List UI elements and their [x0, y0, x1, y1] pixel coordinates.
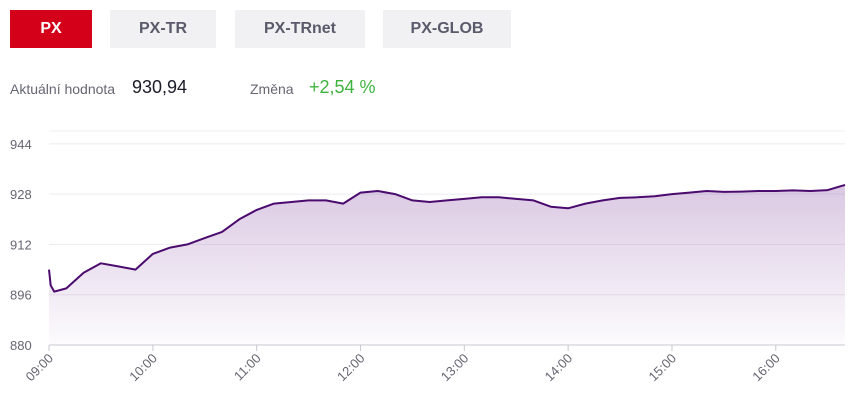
x-tick-label: 11:00: [231, 351, 264, 384]
change-value: +2,54 %: [309, 77, 376, 97]
index-stats: Aktuální hodnota 930,94 Změna +2,54 %: [0, 76, 855, 100]
x-tick-label: 15:00: [645, 351, 679, 385]
tab-px-tr[interactable]: PX-TR: [110, 10, 216, 48]
current-value-label: Aktuální hodnota: [10, 81, 116, 97]
x-tick-label: 13:00: [438, 351, 472, 385]
x-tick-label: 09:00: [23, 351, 57, 385]
tab-px-trnet[interactable]: PX-TRnet: [235, 10, 365, 48]
y-tick-label: 928: [10, 187, 32, 202]
x-tick-label: 16:00: [749, 351, 783, 385]
x-tick-label: 14:00: [542, 351, 576, 385]
y-tick-label: 896: [10, 288, 32, 303]
current-value: 930,94: [132, 77, 188, 97]
y-tick-label: 912: [10, 237, 32, 252]
y-tick-label: 944: [10, 137, 32, 152]
change-label: Změna: [250, 81, 294, 97]
price-line: [48, 183, 846, 293]
tab-px[interactable]: PX: [10, 10, 92, 48]
price-area: [49, 184, 845, 345]
y-tick-label: 880: [10, 338, 32, 353]
tab-px-glob[interactable]: PX-GLOB: [383, 10, 511, 48]
x-tick-label: 10:00: [126, 351, 160, 385]
x-tick-label: 12:00: [334, 351, 368, 385]
x-axis: 09:00 10:00 11:00 12:00 13:00 14:00 15:00 16:00: [23, 344, 845, 385]
y-axis: 944 928 912 896 880: [10, 137, 32, 353]
